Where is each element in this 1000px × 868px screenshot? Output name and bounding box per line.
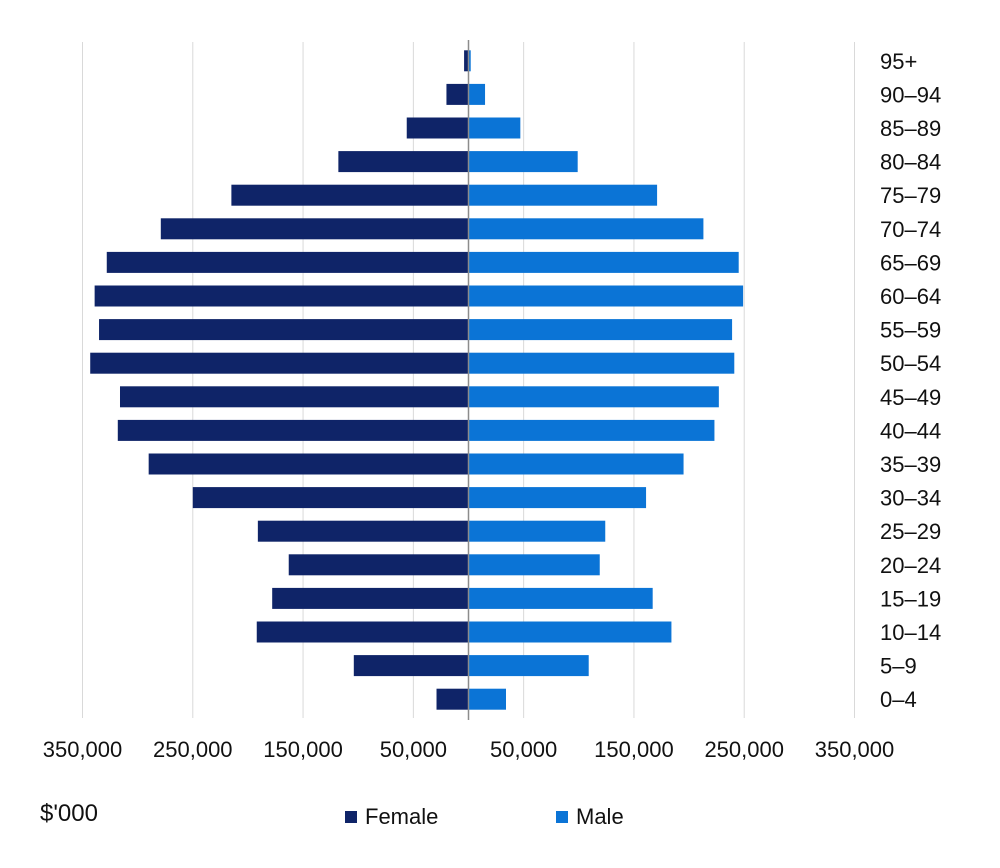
category-label: 75–79: [880, 183, 941, 208]
bar-male-55–59: [468, 319, 733, 341]
bar-female-60–64: [94, 285, 469, 307]
legend-item-male: Male: [556, 804, 624, 830]
category-label: 25–29: [880, 519, 941, 544]
category-label: 20–24: [880, 553, 941, 578]
bar-female-5–9: [353, 655, 469, 677]
x-tick-label: 150,000: [594, 737, 674, 762]
bar-male-30–34: [468, 487, 647, 509]
x-tick-label: 350,000: [43, 737, 123, 762]
bar-female-75–79: [231, 184, 469, 206]
bar-male-65–69: [468, 251, 739, 273]
x-tick-label: 150,000: [263, 737, 343, 762]
category-label: 10–14: [880, 620, 941, 645]
category-label: 80–84: [880, 150, 941, 175]
bar-female-10–14: [256, 621, 469, 643]
bar-female-50–54: [90, 352, 469, 374]
bar-female-15–19: [272, 587, 469, 609]
category-label: 45–49: [880, 385, 941, 410]
bar-male-90–94: [468, 83, 486, 105]
bar-female-20–24: [288, 554, 469, 576]
bar-female-90–94: [446, 83, 469, 105]
bar-male-35–39: [468, 453, 684, 475]
category-label: 90–94: [880, 82, 941, 107]
category-label: 0–4: [880, 687, 917, 712]
bar-female-35–39: [148, 453, 469, 475]
bar-male-75–79: [468, 184, 658, 206]
bar-female-85–89: [406, 117, 469, 139]
bar-female-25–29: [257, 520, 469, 542]
bar-female-30–34: [192, 487, 469, 509]
bar-male-40–44: [468, 419, 715, 441]
bar-female-80–84: [338, 151, 469, 173]
category-label: 65–69: [880, 250, 941, 275]
bar-female-65–69: [106, 251, 469, 273]
x-tick-label: 250,000: [704, 737, 784, 762]
category-label: 55–59: [880, 318, 941, 343]
bar-male-20–24: [468, 554, 600, 576]
category-label: 60–64: [880, 284, 941, 309]
category-label: 50–54: [880, 351, 941, 376]
bar-male-15–19: [468, 587, 653, 609]
x-tick-label: 50,000: [380, 737, 447, 762]
x-tick-label: 250,000: [153, 737, 233, 762]
category-labels: 0–4 5–9 10–14 15–19 20–24 25–29 30–34 35–39 40–4…: [880, 49, 941, 712]
legend-label-female: Female: [365, 804, 439, 829]
bar-male-10–14: [468, 621, 672, 643]
category-label: 15–19: [880, 586, 941, 611]
legend-swatch-male: [556, 811, 568, 823]
bar-male-60–64: [468, 285, 744, 307]
category-label: 95+: [880, 49, 917, 74]
unit-label: $'000: [40, 800, 98, 827]
bar-female-45–49: [119, 386, 469, 408]
category-label: 70–74: [880, 217, 941, 242]
bar-male-5–9: [468, 655, 589, 677]
x-tick-label: 50,000: [490, 737, 557, 762]
bar-male-50–54: [468, 352, 735, 374]
bar-male-45–49: [468, 386, 719, 408]
bar-female-40–44: [117, 419, 469, 441]
bar-female-95+: [464, 50, 469, 72]
x-axis-tick-labels: 350,000 250,000 150,000 50,000 50,000 150,000…: [43, 737, 895, 762]
category-label: 35–39: [880, 452, 941, 477]
bar-female-0–4: [436, 688, 469, 710]
legend-item-female: Female: [345, 804, 438, 830]
bar-male-0–4: [468, 688, 506, 710]
category-label: 5–9: [880, 654, 917, 679]
bars: [90, 50, 744, 710]
bar-male-85–89: [468, 117, 521, 139]
bar-male-80–84: [468, 151, 578, 173]
category-label: 40–44: [880, 418, 941, 443]
bar-male-70–74: [468, 218, 704, 240]
x-tick-label: 350,000: [815, 737, 895, 762]
bar-female-70–74: [160, 218, 469, 240]
bar-female-55–59: [99, 319, 469, 341]
bar-male-25–29: [468, 520, 606, 542]
category-label: 30–34: [880, 486, 941, 511]
legend-swatch-female: [345, 811, 357, 823]
legend-label-male: Male: [576, 804, 624, 829]
bar-male-95+: [468, 50, 471, 72]
category-label: 85–89: [880, 116, 941, 141]
